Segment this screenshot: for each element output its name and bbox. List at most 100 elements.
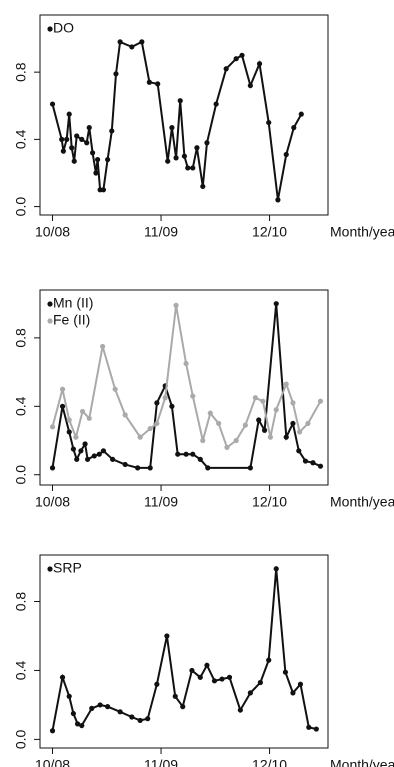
data-point bbox=[169, 125, 175, 131]
data-point bbox=[297, 429, 303, 435]
data-point bbox=[78, 448, 84, 454]
data-point bbox=[224, 444, 230, 450]
data-point bbox=[266, 119, 272, 126]
data-point bbox=[266, 657, 272, 663]
data-point bbox=[74, 721, 81, 727]
data-point bbox=[110, 456, 116, 462]
data-point bbox=[89, 705, 95, 711]
legend-marker bbox=[47, 566, 53, 572]
data-point bbox=[273, 566, 279, 572]
legend-label: SRP bbox=[53, 560, 82, 576]
data-point bbox=[283, 381, 289, 387]
data-point bbox=[317, 398, 324, 404]
data-point bbox=[49, 728, 56, 734]
data-point bbox=[59, 386, 66, 392]
data-point bbox=[226, 674, 233, 680]
plot-frame bbox=[39, 289, 329, 486]
data-line bbox=[51, 40, 303, 201]
data-point bbox=[207, 410, 213, 416]
data-point bbox=[129, 714, 135, 720]
data-point bbox=[185, 165, 191, 171]
data-point bbox=[86, 125, 92, 131]
data-point bbox=[66, 693, 72, 699]
data-point bbox=[172, 693, 178, 699]
data-point bbox=[79, 408, 86, 415]
data-point bbox=[173, 302, 179, 308]
data-point bbox=[96, 451, 102, 457]
data-point bbox=[135, 465, 141, 471]
data-point bbox=[100, 343, 106, 350]
x-axis-label: Month/year bbox=[330, 757, 394, 767]
data-point bbox=[302, 458, 309, 464]
data-point bbox=[155, 81, 161, 87]
data-point bbox=[180, 704, 186, 710]
data-point bbox=[146, 79, 152, 85]
data-point bbox=[213, 101, 219, 107]
data-point bbox=[112, 386, 118, 392]
data-point bbox=[290, 400, 296, 406]
x-tick-label: 11/09 bbox=[144, 224, 178, 240]
data-point bbox=[181, 153, 188, 159]
data-point bbox=[247, 82, 253, 89]
data-point bbox=[122, 461, 128, 468]
data-point bbox=[313, 726, 319, 732]
data-point bbox=[190, 393, 196, 399]
x-tick-label: 10/08 bbox=[35, 494, 70, 510]
x-tick-label: 10/08 bbox=[35, 757, 70, 767]
legend-marker bbox=[47, 318, 53, 324]
data-point bbox=[290, 420, 296, 427]
data-point bbox=[204, 140, 210, 146]
data-point bbox=[296, 448, 302, 454]
data-point bbox=[59, 136, 65, 142]
data-point bbox=[275, 197, 281, 203]
data-point bbox=[64, 136, 70, 142]
x-tick-label: 12/10 bbox=[252, 224, 287, 240]
data-point bbox=[282, 669, 289, 675]
data-line bbox=[51, 303, 321, 469]
data-point bbox=[139, 39, 145, 45]
data-point bbox=[283, 434, 289, 440]
data-point bbox=[82, 441, 88, 447]
data-point bbox=[305, 420, 311, 427]
data-point bbox=[173, 155, 179, 161]
data-point bbox=[283, 151, 289, 158]
y-tick-label: 0.8 bbox=[13, 62, 29, 82]
y-tick-label: 0.4 bbox=[13, 661, 29, 681]
data-point bbox=[66, 417, 72, 423]
data-point bbox=[109, 128, 115, 134]
data-point bbox=[306, 724, 312, 730]
x-tick-label: 11/09 bbox=[144, 494, 178, 510]
y-tick-label: 0.0 bbox=[13, 197, 29, 217]
data-point bbox=[239, 52, 245, 58]
data-point bbox=[122, 412, 128, 418]
y-tick-label: 0.0 bbox=[13, 729, 29, 749]
data-point bbox=[73, 434, 79, 440]
data-point bbox=[117, 39, 123, 45]
x-tick-label: 12/10 bbox=[252, 757, 287, 767]
data-point bbox=[197, 674, 203, 680]
data-point bbox=[252, 395, 258, 401]
data-point bbox=[273, 407, 279, 413]
data-point bbox=[84, 140, 90, 146]
x-tick-label: 11/09 bbox=[144, 757, 178, 767]
data-point bbox=[154, 420, 160, 427]
x-axis-label: Month/year bbox=[330, 224, 394, 240]
y-tick-label: 0.4 bbox=[13, 129, 29, 149]
data-point bbox=[86, 415, 92, 421]
x-tick-label: 10/08 bbox=[35, 224, 70, 240]
y-tick-label: 0.8 bbox=[13, 592, 29, 612]
x-tick-label: 12/10 bbox=[252, 494, 287, 510]
data-point bbox=[71, 158, 77, 164]
legend-label: DO bbox=[53, 20, 74, 36]
data-point bbox=[267, 434, 273, 440]
data-point bbox=[100, 187, 107, 193]
data-point bbox=[261, 427, 268, 433]
data-point bbox=[137, 434, 143, 440]
data-point bbox=[273, 301, 279, 307]
data-point bbox=[219, 676, 225, 682]
data-point bbox=[317, 463, 324, 469]
data-point bbox=[290, 690, 296, 696]
legend-marker bbox=[47, 301, 53, 307]
data-point bbox=[84, 456, 91, 462]
data-point bbox=[310, 460, 316, 466]
